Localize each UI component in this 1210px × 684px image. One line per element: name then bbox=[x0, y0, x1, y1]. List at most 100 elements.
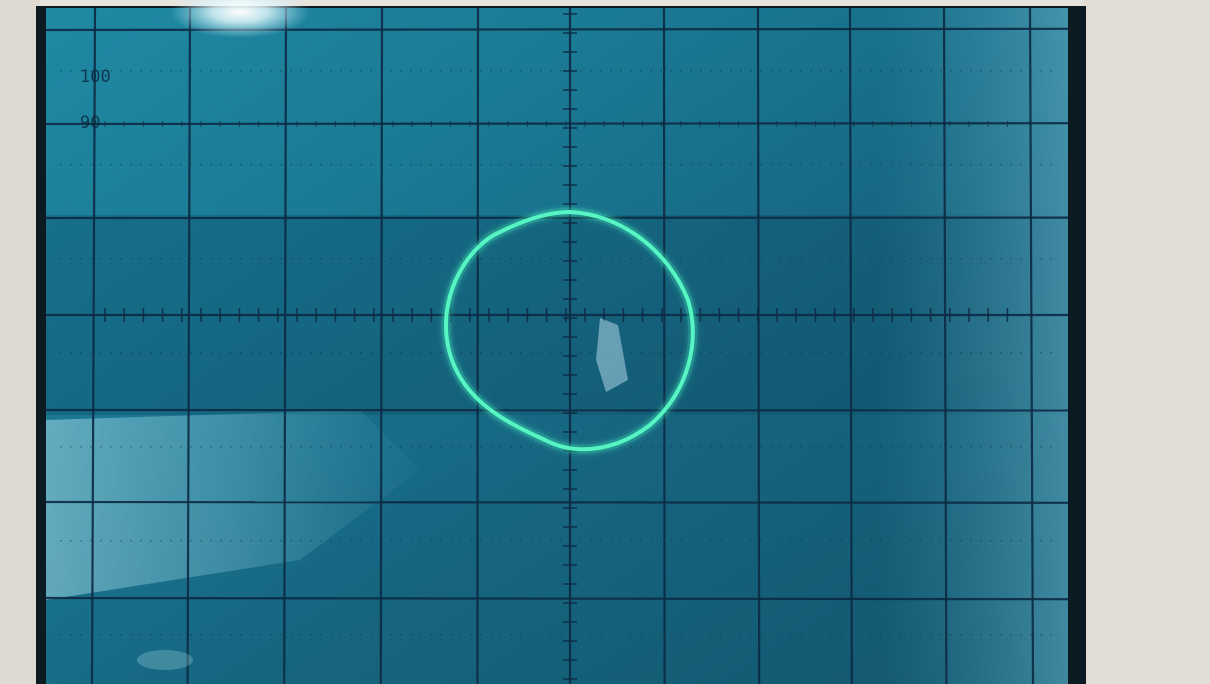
graticule-dot bbox=[830, 634, 832, 636]
graticule-dot bbox=[330, 258, 332, 260]
graticule-dot bbox=[650, 634, 652, 636]
graticule-vertical-line bbox=[283, 7, 288, 684]
graticule-dot bbox=[950, 258, 952, 260]
graticule-dot bbox=[910, 164, 912, 166]
graticule-dot bbox=[740, 446, 742, 448]
graticule-dot bbox=[110, 164, 112, 166]
graticule-dot bbox=[720, 258, 722, 260]
graticule-dot bbox=[460, 634, 462, 636]
graticule-dot bbox=[1030, 258, 1032, 260]
graticule-dot bbox=[680, 164, 682, 166]
graticule-dot bbox=[200, 258, 202, 260]
graticule-dot bbox=[640, 258, 642, 260]
graticule-vertical-line bbox=[756, 7, 761, 684]
graticule-dot bbox=[1010, 352, 1012, 354]
graticule-dot bbox=[360, 164, 362, 166]
graticule-dot bbox=[120, 164, 122, 166]
graticule-dot bbox=[760, 634, 762, 636]
graticule-dot bbox=[110, 70, 112, 72]
graticule-dot bbox=[420, 164, 422, 166]
graticule-dot bbox=[980, 70, 982, 72]
graticule-dot bbox=[510, 70, 512, 72]
graticule-dot bbox=[870, 446, 872, 448]
graticule-dot bbox=[480, 258, 482, 260]
graticule-dot bbox=[720, 352, 722, 354]
graticule-dot bbox=[300, 540, 302, 542]
graticule-dot bbox=[1040, 446, 1042, 448]
right-reflection bbox=[880, 8, 1068, 684]
graticule-dot bbox=[840, 70, 842, 72]
graticule-dot bbox=[200, 70, 202, 72]
graticule-dot bbox=[310, 446, 312, 448]
graticule-dot bbox=[230, 446, 232, 448]
graticule-dot bbox=[570, 352, 572, 354]
graticule-dot bbox=[750, 164, 752, 166]
graticule-dot bbox=[470, 446, 472, 448]
graticule-dot bbox=[1010, 634, 1012, 636]
graticule-dot bbox=[80, 258, 82, 260]
graticule-dot bbox=[330, 164, 332, 166]
graticule-dot bbox=[580, 70, 582, 72]
graticule-dot bbox=[430, 258, 432, 260]
graticule-dot bbox=[510, 164, 512, 166]
graticule-dot bbox=[730, 352, 732, 354]
graticule-dot bbox=[310, 634, 312, 636]
graticule-dot bbox=[350, 70, 352, 72]
graticule-dot bbox=[520, 446, 522, 448]
graticule-dot bbox=[970, 70, 972, 72]
graticule-dot bbox=[390, 540, 392, 542]
graticule-dot bbox=[490, 70, 492, 72]
graticule-dot bbox=[410, 540, 412, 542]
graticule-dot bbox=[980, 164, 982, 166]
graticule-dot bbox=[260, 258, 262, 260]
graticule-dot bbox=[380, 70, 382, 72]
graticule-dot bbox=[230, 540, 232, 542]
graticule-dot bbox=[710, 258, 712, 260]
graticule-dot bbox=[540, 634, 542, 636]
graticule-dot bbox=[180, 164, 182, 166]
graticule-dot bbox=[350, 634, 352, 636]
graticule-dot bbox=[750, 634, 752, 636]
graticule-dot bbox=[660, 352, 662, 354]
graticule-dot bbox=[600, 634, 602, 636]
graticule-dot bbox=[440, 258, 442, 260]
graticule-dot bbox=[1010, 446, 1012, 448]
graticule-dot bbox=[270, 634, 272, 636]
graticule-dot bbox=[860, 446, 862, 448]
graticule-dot bbox=[240, 634, 242, 636]
graticule-dot bbox=[730, 70, 732, 72]
graticule-dot bbox=[990, 258, 992, 260]
graticule-dot bbox=[460, 258, 462, 260]
graticule-dot bbox=[370, 540, 372, 542]
graticule-dot bbox=[710, 634, 712, 636]
graticule-dot bbox=[370, 258, 372, 260]
graticule-dot bbox=[340, 634, 342, 636]
graticule-dot bbox=[820, 634, 822, 636]
graticule-dot bbox=[210, 352, 212, 354]
graticule-dot bbox=[440, 540, 442, 542]
graticule-dot bbox=[370, 164, 372, 166]
graticule-dot bbox=[1000, 446, 1002, 448]
graticule-dot bbox=[460, 540, 462, 542]
scale-mark-90: 90 bbox=[80, 113, 100, 133]
graticule-dot bbox=[730, 258, 732, 260]
graticule-dot bbox=[1000, 164, 1002, 166]
graticule-dot bbox=[90, 70, 92, 72]
graticule-dot bbox=[100, 164, 102, 166]
graticule-dot bbox=[820, 70, 822, 72]
graticule-dot bbox=[900, 164, 902, 166]
graticule-dot bbox=[650, 352, 652, 354]
graticule-dot bbox=[870, 634, 872, 636]
graticule-dot bbox=[1040, 352, 1042, 354]
graticule-dot bbox=[240, 446, 242, 448]
graticule-dot bbox=[510, 446, 512, 448]
graticule-dot bbox=[500, 258, 502, 260]
graticule-dot bbox=[220, 164, 222, 166]
graticule-dot bbox=[660, 446, 662, 448]
graticule-dot bbox=[860, 352, 862, 354]
graticule-dot bbox=[80, 70, 82, 72]
graticule-dot bbox=[200, 164, 202, 166]
graticule-dot bbox=[340, 446, 342, 448]
graticule-dot bbox=[390, 446, 392, 448]
graticule-dot bbox=[740, 70, 742, 72]
